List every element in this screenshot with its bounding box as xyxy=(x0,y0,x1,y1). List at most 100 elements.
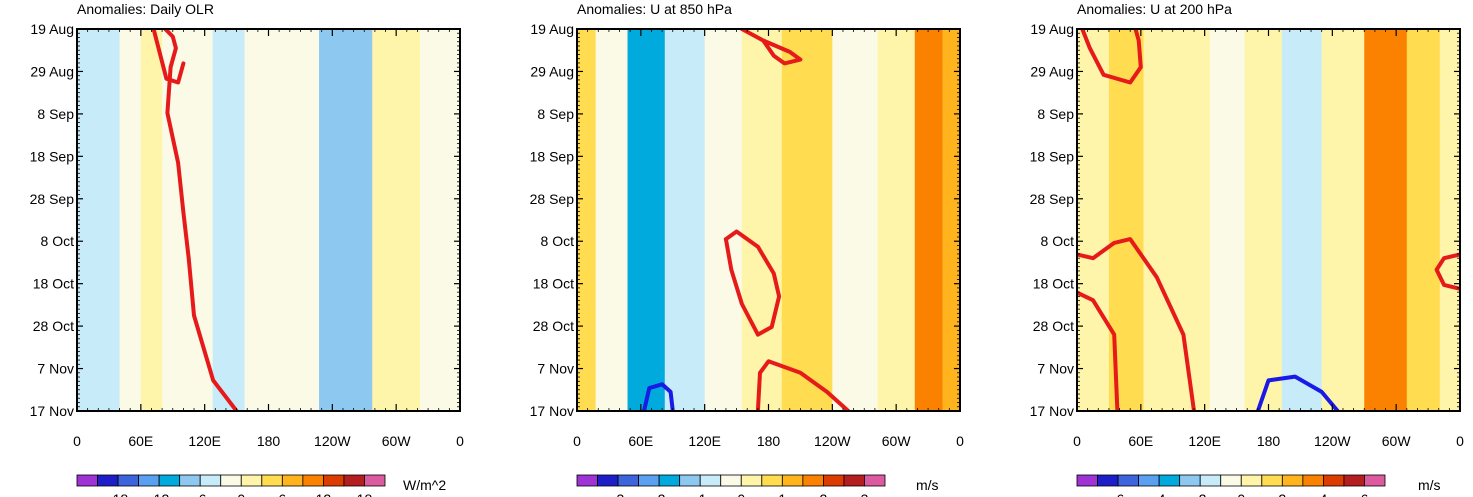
colorbar-box xyxy=(1179,474,1201,487)
colorbar-label: 2 xyxy=(820,491,828,497)
band-lon-140 xyxy=(1209,29,1246,411)
x-tick-label: 0 xyxy=(956,433,964,449)
x-tick-label: 60W xyxy=(882,433,912,449)
y-tick-label: 28 Sep xyxy=(530,191,575,207)
colorbar-label: 18 xyxy=(357,491,373,497)
y-tick-label: 8 Sep xyxy=(37,106,74,122)
contour-red-2 xyxy=(1077,290,1120,411)
colorbar-box xyxy=(1097,474,1119,487)
y-tick-label: 28 Sep xyxy=(30,191,75,207)
band-lon-50 xyxy=(119,29,142,411)
colorbar-box xyxy=(138,474,160,487)
colorbar-box xyxy=(220,474,242,487)
colorbar-units: m/s xyxy=(916,477,939,493)
colorbar-box xyxy=(802,474,824,487)
y-tick-label: 29 Aug xyxy=(530,63,574,79)
x-tick-label: 180 xyxy=(757,433,781,449)
colorbar-box xyxy=(699,474,722,487)
contour-red-2 xyxy=(755,359,851,411)
y-tick-label: 8 Sep xyxy=(537,106,574,122)
band-lon-250 xyxy=(1321,29,1365,411)
colorbar-label: -18 xyxy=(108,491,128,497)
band-lon-100 xyxy=(664,29,706,411)
colorbar-box xyxy=(97,474,119,487)
colorbar-box xyxy=(1261,474,1283,487)
x-tick-label: 120E xyxy=(1188,433,1221,449)
colorbar-label: -6 xyxy=(194,491,207,497)
colorbar-label: -3 xyxy=(612,491,625,497)
x-tick-label: 0 xyxy=(456,433,464,449)
colorbar-label: -1 xyxy=(694,491,707,497)
y-tick-label: 8 Oct xyxy=(541,233,575,249)
colorbar-box xyxy=(864,474,886,487)
band-lon-70 xyxy=(140,29,163,411)
band-lon-255 xyxy=(319,29,373,411)
y-tick-label: 17 Nov xyxy=(1030,403,1074,419)
colorbar-label: 3 xyxy=(861,491,869,497)
y-tick-label: 18 Oct xyxy=(33,276,74,292)
panel-title: Anomalies: U at 200 hPa xyxy=(1077,1,1232,17)
colorbar-box xyxy=(322,474,345,487)
x-tick-label: 120E xyxy=(688,433,721,449)
y-tick-label: 18 Sep xyxy=(30,148,75,164)
colorbar-label: 2 xyxy=(1278,491,1286,497)
y-tick-label: 7 Nov xyxy=(537,361,574,377)
x-tick-label: 120W xyxy=(314,433,351,449)
band-lon-80 xyxy=(1143,29,1179,411)
colorbar-box xyxy=(343,474,365,487)
contour-blue-4 xyxy=(1255,374,1340,411)
y-tick-label: 18 Sep xyxy=(530,148,575,164)
colorbar-box xyxy=(781,474,804,487)
colorbar-box xyxy=(281,474,304,487)
colorbar-box xyxy=(240,474,263,487)
contour-lines xyxy=(151,29,239,411)
colorbar-box xyxy=(638,474,660,487)
band-lon-5 xyxy=(577,29,597,411)
colorbar-box xyxy=(576,474,598,487)
colorbar-label: 0 xyxy=(237,491,245,497)
colorbar-label: 0 xyxy=(1237,491,1245,497)
y-tick-label: 8 Sep xyxy=(1037,106,1074,122)
colorbar-box xyxy=(76,474,98,487)
colorbar-label: 6 xyxy=(278,491,286,497)
contour-lines xyxy=(642,29,851,411)
colorbar-box xyxy=(158,474,181,487)
contour-red-1 xyxy=(1077,237,1196,411)
contour-red-1 xyxy=(723,229,782,337)
band-lon-175 xyxy=(1244,29,1283,411)
band-lon-210 xyxy=(1281,29,1323,411)
colorbar-units: m/s xyxy=(1418,477,1441,493)
band-lon-200 xyxy=(273,29,320,411)
band-lon-110 xyxy=(183,29,214,411)
band-lon-15 xyxy=(1077,29,1110,411)
x-tick-label: 0 xyxy=(1456,433,1464,449)
x-tick-label: 120W xyxy=(814,433,851,449)
panel-title: Anomalies: U at 850 hPa xyxy=(577,1,732,17)
colorbar-label: -6 xyxy=(1112,491,1125,497)
band-lon-290 xyxy=(1364,29,1408,411)
x-tick-label: 60W xyxy=(382,433,412,449)
y-tick-label: 29 Aug xyxy=(1030,63,1074,79)
band-lon-30 xyxy=(98,29,121,411)
y-tick-label: 29 Aug xyxy=(30,63,74,79)
y-tick-label: 28 Oct xyxy=(533,318,574,334)
y-tick-label: 17 Nov xyxy=(530,403,574,419)
x-tick-label: 60E xyxy=(628,433,653,449)
band-lon-90 xyxy=(162,29,184,411)
colorbar-box xyxy=(1240,474,1263,487)
colorbar: -6 -4 -2 0 2 4 6 xyxy=(1076,474,1386,497)
contour-red-3 xyxy=(1434,252,1460,291)
y-tick-label: 7 Nov xyxy=(1037,361,1074,377)
colorbar-box xyxy=(1364,474,1386,487)
colorbar-label: 1 xyxy=(778,491,786,497)
colorbar-box xyxy=(199,474,222,487)
x-tick-label: 120W xyxy=(1314,433,1351,449)
x-tick-label: 0 xyxy=(573,433,581,449)
anomaly-bands xyxy=(1077,29,1460,411)
colorbar-box xyxy=(1158,474,1181,487)
y-tick-label: 19 Aug xyxy=(530,21,574,37)
band-lon-10 xyxy=(77,29,99,411)
colorbar-box xyxy=(843,474,865,487)
colorbar-box xyxy=(1281,474,1304,487)
